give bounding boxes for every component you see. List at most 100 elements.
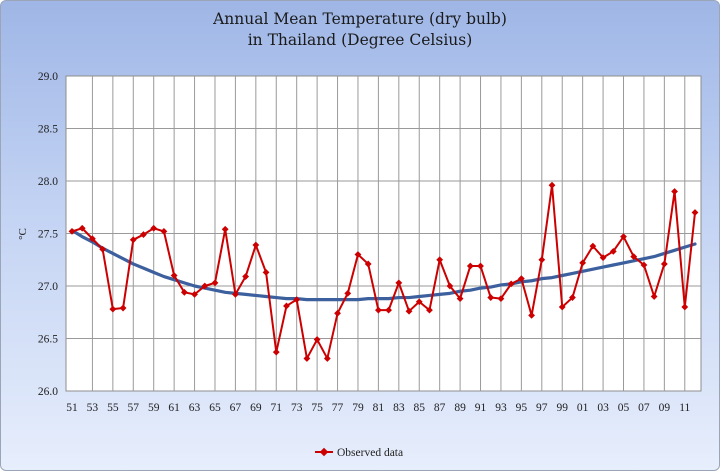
x-axis-tick-labels: 51 53 55 57 59 61 63 65 67 69 71 73 75 77 79 81 83 85 87 89…	[66, 402, 690, 414]
x-tick-label: 73	[291, 402, 303, 414]
x-tick-label: 89	[454, 402, 466, 414]
x-tick-label: 79	[352, 402, 364, 414]
legend: Observed data	[315, 447, 403, 459]
chart-title-line-2: in Thailand (Degree Celsius)	[247, 31, 473, 49]
observed-point	[497, 295, 505, 302]
y-tick-label: 26.5	[38, 334, 58, 346]
observed-point	[283, 302, 290, 310]
observed-series	[68, 181, 699, 362]
x-tick-label: 99	[556, 402, 568, 414]
observed-point	[538, 256, 546, 264]
observed-point	[170, 272, 178, 279]
observed-point	[477, 262, 484, 270]
observed-point	[242, 273, 250, 280]
observed-point	[528, 312, 535, 319]
y-tick-label: 27.0	[38, 281, 58, 293]
x-tick-label: 83	[393, 402, 405, 414]
x-tick-label: 63	[189, 402, 201, 414]
observed-point	[466, 262, 474, 270]
observed-point	[262, 268, 270, 276]
observed-point	[487, 294, 495, 301]
x-tick-label: 07	[638, 402, 650, 414]
horizontal-gridlines	[66, 128, 701, 339]
observed-point	[293, 296, 301, 304]
observed-point	[558, 303, 566, 311]
observed-point	[609, 247, 617, 255]
observed-point	[446, 282, 454, 290]
x-tick-label: 71	[271, 402, 283, 414]
x-tick-label: 65	[209, 402, 221, 414]
y-tick-label: 29.0	[38, 71, 58, 83]
observed-point	[395, 279, 403, 287]
observed-point	[691, 209, 699, 216]
x-tick-label: 69	[250, 402, 262, 414]
y-tick-label: 28.0	[38, 176, 58, 188]
observed-point	[456, 295, 464, 302]
observed-point	[660, 260, 668, 268]
observed-point	[569, 294, 576, 301]
observed-point	[374, 306, 382, 314]
observed-point	[681, 303, 689, 311]
x-tick-label: 97	[536, 402, 548, 414]
observed-point	[323, 355, 331, 362]
x-tick-label: 51	[66, 402, 78, 414]
legend-label: Observed data	[337, 447, 403, 459]
x-tick-label: 75	[311, 402, 323, 414]
x-tick-label: 81	[373, 402, 385, 414]
observed-point	[640, 261, 648, 269]
x-tick-label: 53	[87, 402, 99, 414]
x-tick-label: 61	[168, 402, 180, 414]
x-tick-label: 11	[679, 402, 690, 414]
x-tick-label: 03	[597, 402, 609, 414]
x-tick-label: 57	[128, 402, 140, 414]
observed-point	[68, 228, 76, 235]
observed-point	[671, 188, 678, 195]
x-tick-label: 95	[516, 402, 528, 414]
observed-point	[201, 282, 209, 290]
x-tick-label: 01	[577, 402, 589, 414]
observed-point	[272, 348, 280, 356]
observed-point	[589, 242, 597, 250]
y-tick-label: 26.0	[38, 386, 58, 398]
y-tick-label: 28.5	[38, 124, 58, 136]
x-tick-label: 67	[230, 402, 242, 414]
x-tick-label: 77	[332, 402, 344, 414]
x-tick-label: 05	[618, 402, 630, 414]
observed-point	[364, 260, 372, 268]
observed-point	[232, 291, 239, 298]
observed-point	[252, 241, 260, 249]
observed-point	[129, 236, 137, 244]
observed-point	[620, 233, 627, 241]
observed-point	[426, 306, 433, 314]
observed-point	[191, 291, 198, 298]
observed-point	[415, 298, 423, 306]
chart-title-line-1: Annual Mean Temperature (dry bulb)	[213, 10, 507, 28]
x-tick-label: 59	[148, 402, 160, 414]
observed-point	[599, 254, 607, 262]
observed-point	[160, 228, 168, 235]
observed-point	[313, 336, 321, 343]
legend-marker-swatch	[319, 447, 329, 457]
observed-point	[405, 307, 413, 315]
observed-point	[78, 224, 86, 232]
observed-point	[180, 288, 188, 296]
observed-point	[221, 225, 229, 233]
observed-point	[650, 293, 658, 300]
observed-point	[140, 231, 147, 238]
observed-point	[99, 245, 107, 253]
x-tick-label: 55	[107, 402, 119, 414]
observed-point	[334, 309, 341, 317]
y-tick-label: 27.5	[38, 229, 58, 241]
observed-point	[436, 256, 444, 264]
x-tick-label: 85	[413, 402, 425, 414]
x-tick-label: 93	[495, 402, 507, 414]
observed-point	[303, 355, 311, 362]
chart-title: Annual Mean Temperature (dry bulb) in Th…	[1, 9, 719, 51]
observed-point	[579, 259, 587, 267]
observed-line	[71, 184, 696, 360]
observed-point	[507, 280, 515, 288]
x-tick-label: 87	[434, 402, 446, 414]
observed-point	[211, 279, 219, 287]
y-axis-label: °C	[17, 228, 29, 240]
